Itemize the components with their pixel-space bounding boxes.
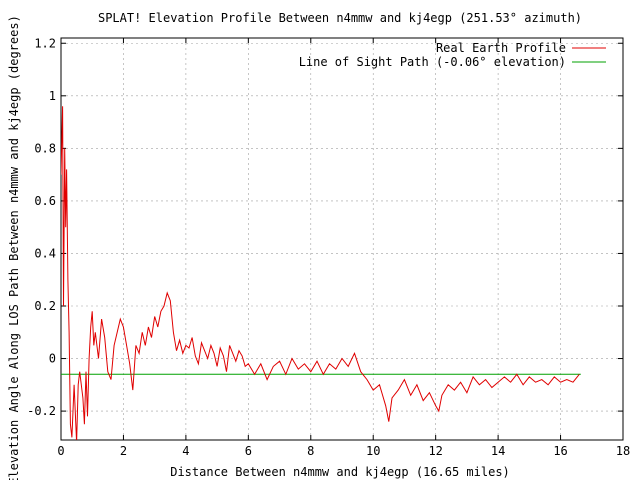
x-tick-label: 12 xyxy=(428,444,442,458)
x-tick-label: 10 xyxy=(366,444,380,458)
y-tick-label: 0 xyxy=(49,352,56,366)
chart-title: SPLAT! Elevation Profile Between n4mmw a… xyxy=(98,11,582,25)
plot-frame xyxy=(60,37,624,441)
axis-ticks: 0 2 4 6 8 10 12 14 16 18 -0.2 0 0.2 0.4 0.6 0.8 1 1.2 xyxy=(27,36,630,458)
y-tick-label: -0.2 xyxy=(27,404,56,418)
y-axis-label: Elevation Angle Along LOS Path Between n… xyxy=(7,15,21,480)
legend-label-real-earth-profile: Real Earth Profile xyxy=(436,41,566,55)
y-tick-label: 1 xyxy=(49,89,56,103)
y-tick-label: 0.8 xyxy=(34,141,56,155)
y-tick-label: 0.6 xyxy=(34,194,56,208)
x-tick-label: 14 xyxy=(491,444,505,458)
x-tick-label: 0 xyxy=(57,444,64,458)
grid-lines xyxy=(61,38,623,440)
x-tick-label: 16 xyxy=(553,444,567,458)
legend: Real Earth Profile Line of Sight Path (-… xyxy=(299,41,606,69)
x-tick-label: 18 xyxy=(616,444,630,458)
x-tick-label: 4 xyxy=(182,444,189,458)
x-tick-label: 2 xyxy=(120,444,127,458)
y-tick-label: 0.2 xyxy=(34,299,56,313)
data-series xyxy=(61,106,581,440)
series-line-real-earth-profile xyxy=(61,106,580,440)
x-tick-label: 6 xyxy=(245,444,252,458)
x-axis-label: Distance Between n4mmw and kj4egp (16.65… xyxy=(170,465,510,479)
x-tick-label: 8 xyxy=(307,444,314,458)
y-tick-label: 0.4 xyxy=(34,246,56,260)
y-tick-label: 1.2 xyxy=(34,36,56,50)
legend-label-line-of-sight: Line of Sight Path (-0.06° elevation) xyxy=(299,55,566,69)
